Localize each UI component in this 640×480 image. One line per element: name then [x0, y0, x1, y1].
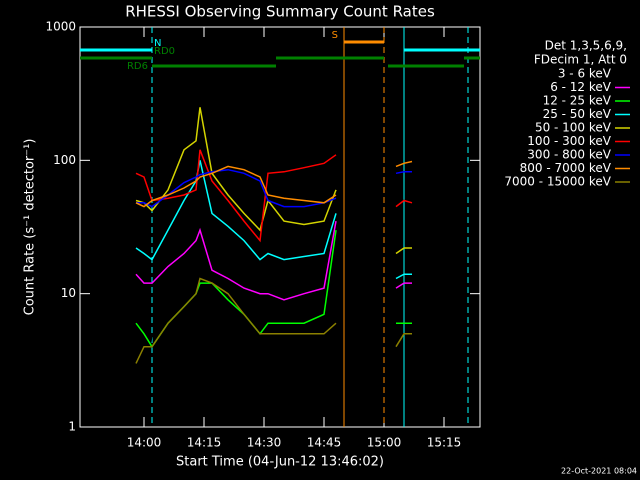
y-axis-label: Count Rate (s⁻¹ detector⁻¹)	[23, 139, 38, 316]
x-axis-label: Start Time (04-Jun-12 13:46:02)	[176, 455, 384, 470]
footer: 22-Oct-2021 08:04	[561, 467, 637, 476]
y-tick-label: 1000	[45, 20, 76, 34]
legend-label: 100 - 300 keV	[527, 134, 611, 148]
series-line	[135, 149, 413, 243]
chart-title: RHESSI Observing Summary Count Rates	[125, 3, 435, 21]
legend-label: 300 - 800 keV	[527, 148, 611, 162]
series-line	[135, 107, 412, 255]
legend-label: 12 - 25 keV	[543, 94, 612, 108]
flag-label: N	[154, 38, 161, 49]
legend-label: 7000 - 15000 keV	[504, 175, 611, 189]
series-line	[135, 277, 412, 364]
series-line	[136, 168, 412, 208]
legend-label: 25 - 50 keV	[543, 107, 612, 121]
legend-label: 50 - 100 keV	[535, 121, 612, 135]
flag-label: RD6	[127, 61, 148, 72]
legend-label: 800 - 7000 keV	[520, 161, 612, 175]
legend-title: FDecim 1, Att 0	[534, 53, 627, 67]
plot-frame	[79, 26, 481, 428]
x-tick-label: 14:45	[307, 436, 342, 450]
x-tick-label: 14:30	[247, 436, 282, 450]
legend-title: Det 1,3,5,6,9,	[545, 39, 627, 53]
flag-label: S	[332, 30, 338, 41]
x-tick-label: 14:15	[187, 436, 222, 450]
x-tick-label: 14:00	[127, 436, 162, 450]
series-line	[135, 160, 412, 280]
flag-label: RD0	[154, 46, 175, 57]
x-tick-label: 15:15	[427, 436, 462, 450]
y-tick-label: 1	[68, 420, 76, 434]
y-tick-label: 100	[53, 153, 76, 167]
y-tick-label: 10	[61, 286, 76, 300]
legend-label: 3 - 6 keV	[558, 67, 612, 81]
series-line	[135, 160, 413, 208]
x-tick-label: 15:00	[367, 436, 402, 450]
series-line	[135, 220, 412, 301]
legend-label: 6 - 12 keV	[550, 80, 612, 94]
series-line	[135, 229, 412, 349]
